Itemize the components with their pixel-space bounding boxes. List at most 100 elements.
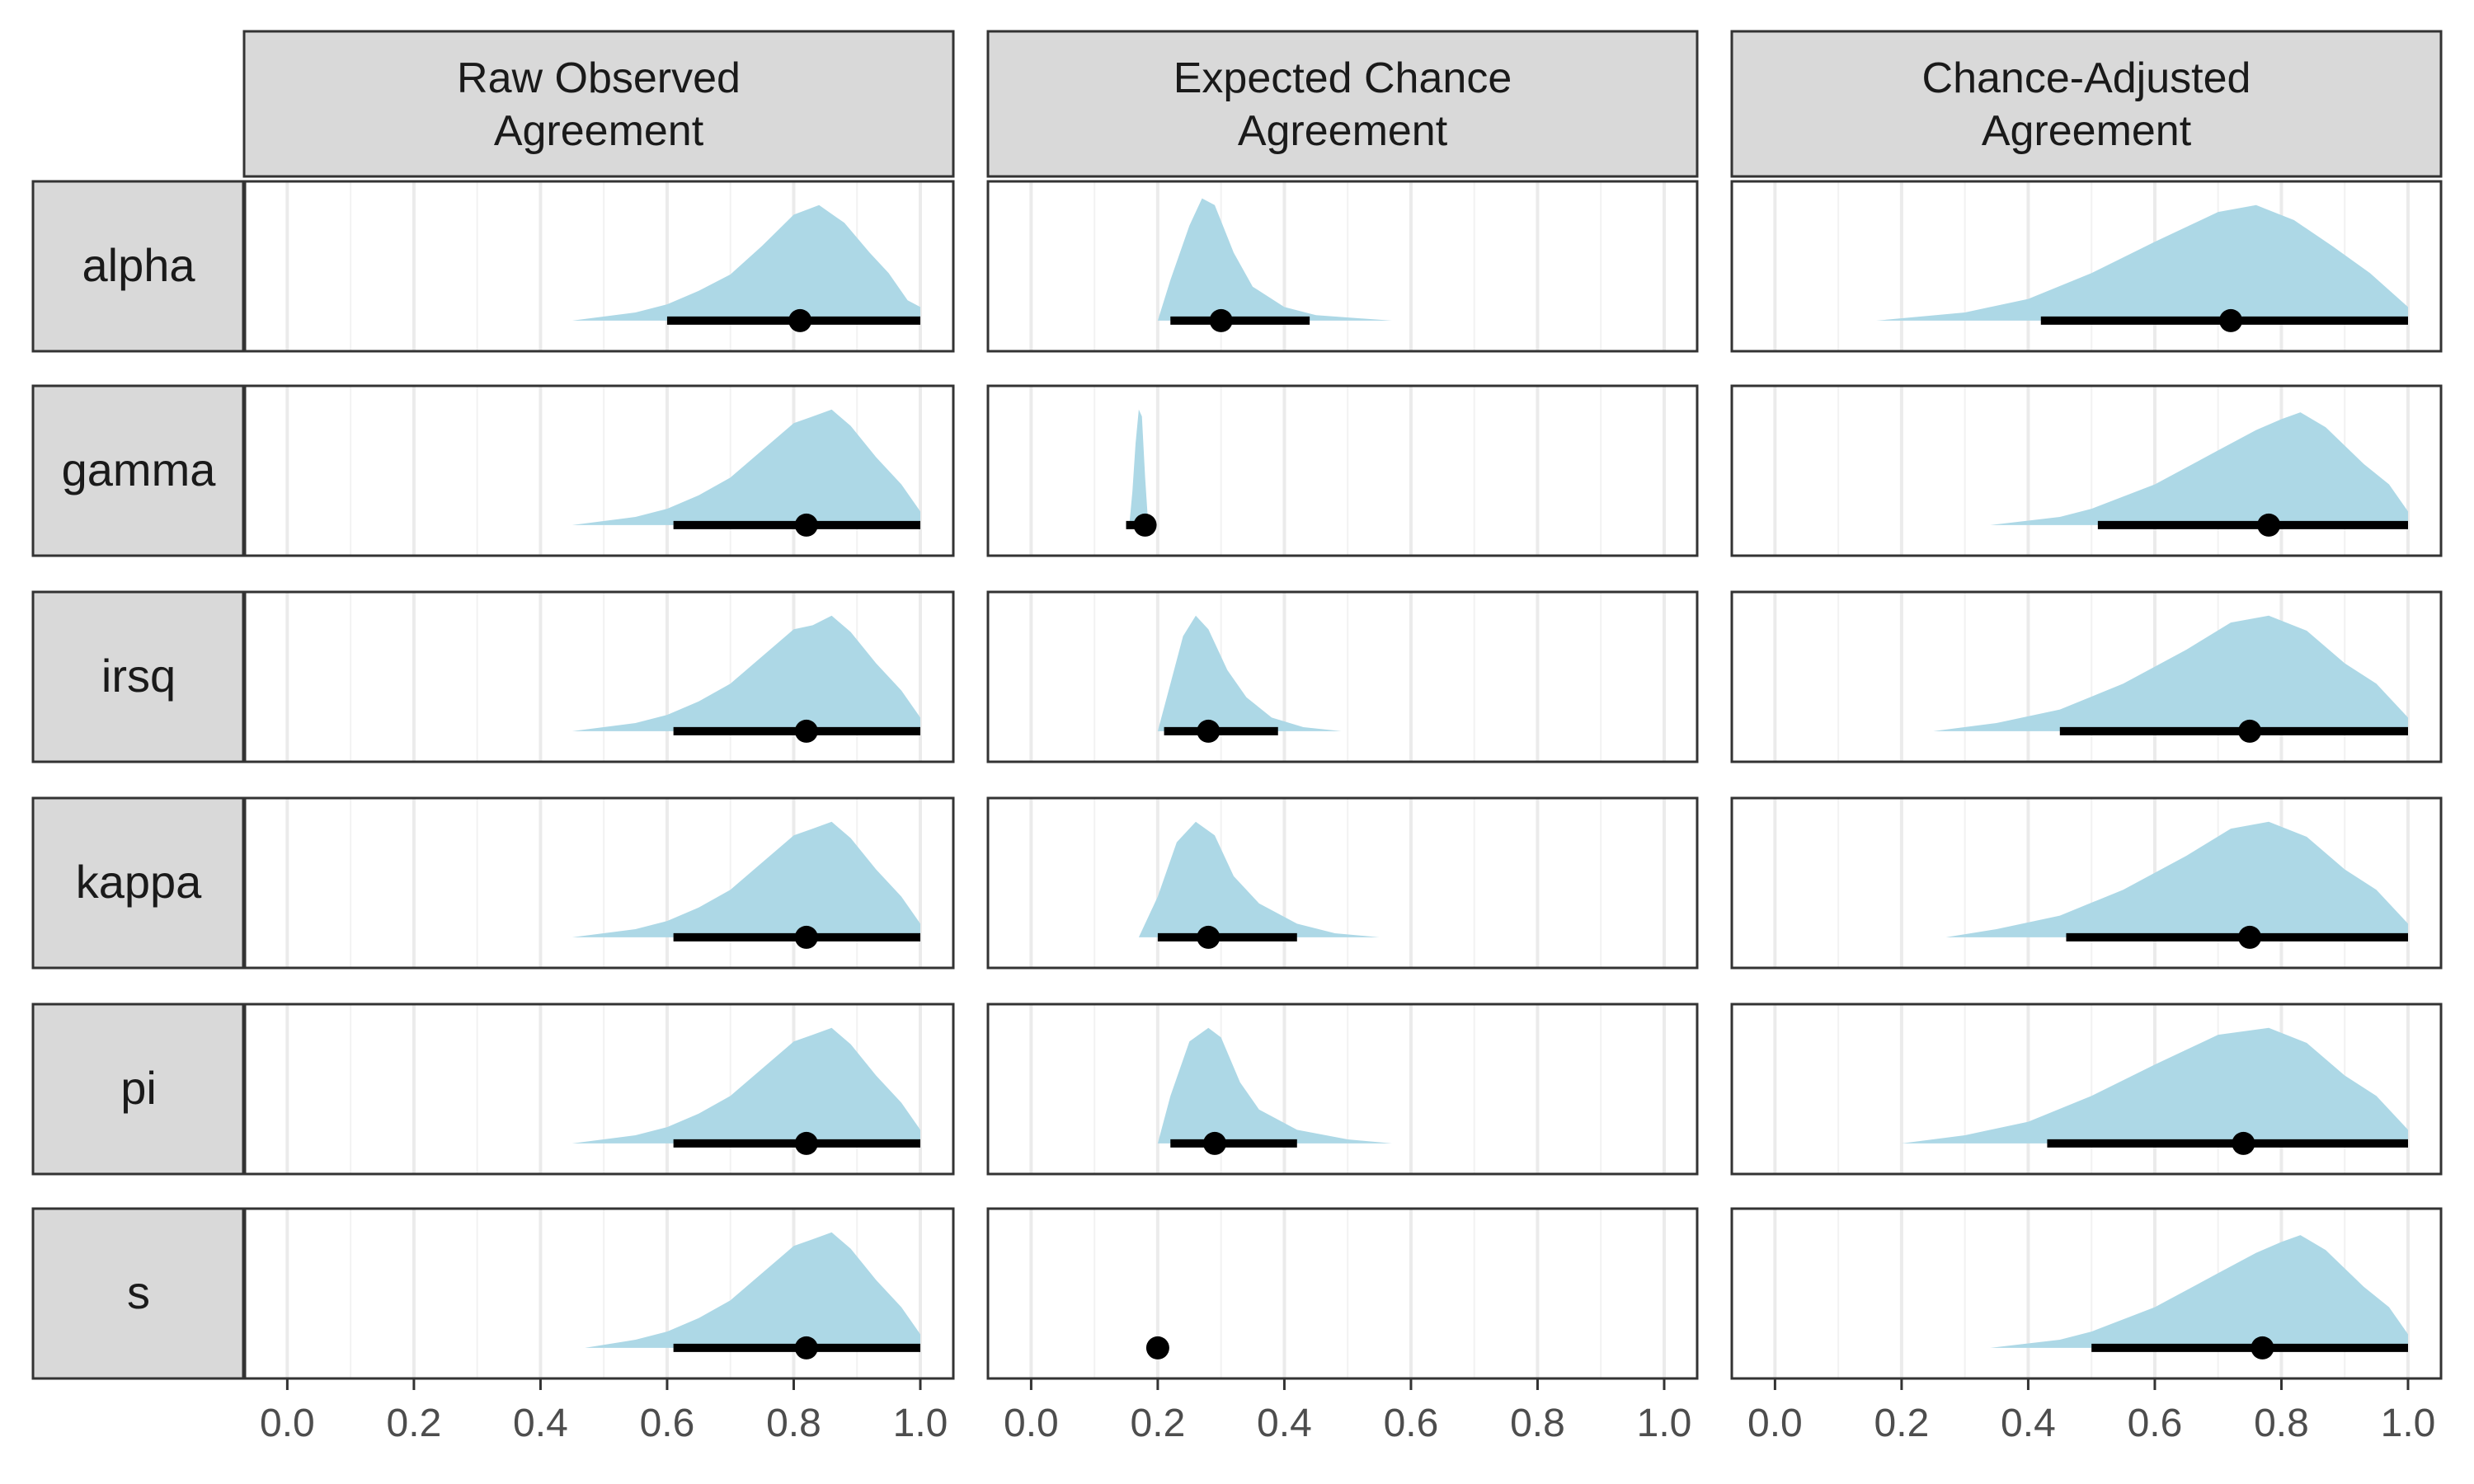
x-tick-label: 0.4: [1257, 1402, 1312, 1445]
panel-background: [988, 1209, 1697, 1378]
panel-kappa-adjusted: [1730, 796, 2443, 970]
panel-border: [986, 1003, 1699, 1176]
point-alpha-adjusted: [2219, 308, 2243, 332]
panel-border: [1730, 1003, 2443, 1176]
panel-background: [988, 1004, 1697, 1174]
panel-alpha-expected: [986, 180, 1699, 353]
x-tick-label: 0.2: [1131, 1402, 1186, 1445]
density-gamma-raw: [571, 409, 920, 525]
x-axis-adjusted: 0.0 0.2 0.4 0.6 0.8 1.0: [1747, 1378, 2435, 1445]
point-gamma-expected: [1133, 513, 1157, 537]
x-axis-expected: 0.0 0.2 0.4 0.6 0.8 1.0: [1004, 1378, 1691, 1445]
column-strips: Raw Observed Agreement Expected Chance Agre…: [242, 30, 2443, 178]
x-tick-label: 0.4: [513, 1402, 568, 1445]
column-strip-label-adjusted: Chance-Adjusted: [1922, 54, 2251, 102]
x-tick-label: 1.0: [1637, 1402, 1692, 1445]
x-tick-label: 0.2: [387, 1402, 442, 1445]
panel-border: [986, 796, 1699, 970]
density-kappa-expected: [1138, 821, 1380, 937]
density-pi-adjusted: [1901, 1027, 2408, 1144]
x-tick-label: 0.2: [1874, 1402, 1930, 1445]
x-axes: 0.0 0.2 0.4 0.6 0.8 1.0 0.0 0.2 0.4 0.6 0.8 1.0 0.0 0…: [260, 1378, 2435, 1445]
panel-alpha-raw: [242, 180, 955, 353]
point-pi-expected: [1202, 1131, 1226, 1155]
panel-pi-expected: [986, 1003, 1699, 1176]
point-kappa-adjusted: [2238, 925, 2262, 949]
panel-s-adjusted: [1730, 1207, 2443, 1380]
point-irsq-adjusted: [2238, 719, 2262, 743]
panel-irsq-expected: [986, 590, 1699, 763]
density-irsq-adjusted: [1933, 615, 2408, 731]
panel-border: [1730, 590, 2443, 763]
x-tick-label: 0.8: [2254, 1402, 2309, 1445]
point-s-adjusted: [2251, 1336, 2274, 1360]
x-tick-label: 0.6: [1384, 1402, 1439, 1445]
point-kappa-expected: [1197, 925, 1221, 949]
column-strip-label-adjusted: Agreement: [1982, 107, 2192, 155]
x-tick-label: 0.8: [1510, 1402, 1565, 1445]
x-tick-label: 0.8: [766, 1402, 821, 1445]
panel-background: [988, 386, 1697, 556]
column-strip-label-raw: Raw Observed: [457, 54, 741, 102]
panel-irsq-adjusted: [1730, 590, 2443, 763]
column-strip-label-raw: Agreement: [494, 107, 704, 155]
point-gamma-adjusted: [2257, 513, 2281, 537]
panel-border: [986, 180, 1699, 353]
panel-background: [988, 592, 1697, 762]
point-gamma-raw: [794, 513, 818, 537]
density-alpha-raw: [571, 204, 920, 321]
point-alpha-expected: [1209, 308, 1233, 332]
panel-gamma-expected: [986, 384, 1699, 557]
row-strip-label-irsq: irsq: [101, 650, 176, 702]
panel-border: [986, 1207, 1699, 1380]
panel-pi-adjusted: [1730, 1003, 2443, 1176]
row-strip-label-pi: pi: [120, 1062, 157, 1114]
panel-border: [1730, 384, 2443, 557]
column-strip-label-expected: Agreement: [1238, 107, 1448, 155]
row-strip-irsq: [31, 590, 246, 763]
density-irsq-raw: [571, 615, 920, 731]
column-strip-label-expected: Expected Chance: [1174, 54, 1512, 102]
x-tick-label: 0.6: [2128, 1402, 2183, 1445]
panel-border: [986, 384, 1699, 557]
density-alpha-adjusted: [1876, 204, 2408, 321]
x-tick-label: 0.0: [260, 1402, 315, 1445]
row-strip-alpha: [31, 180, 246, 353]
density-irsq-expected: [1157, 615, 1342, 731]
panel-pi-raw: [242, 1003, 955, 1176]
panel-alpha-adjusted: [1730, 180, 2443, 353]
row-strip-label-kappa: kappa: [76, 856, 202, 908]
density-s-adjusted: [1990, 1235, 2408, 1348]
x-tick-label: 0.0: [1747, 1402, 1803, 1445]
panel-border: [1730, 180, 2443, 353]
row-strips: alpha gamma irsq kappa pi s: [31, 180, 246, 1380]
density-kappa-raw: [571, 821, 920, 937]
panel-gamma-raw: [242, 384, 955, 557]
point-irsq-raw: [794, 719, 818, 743]
panel-kappa-raw: [242, 796, 955, 970]
point-s-raw: [794, 1336, 818, 1360]
panel-background: [988, 798, 1697, 968]
point-kappa-raw: [794, 925, 818, 949]
column-strip-adjusted: [1730, 30, 2443, 178]
row-strip-label-gamma: gamma: [62, 444, 217, 495]
panel-kappa-expected: [986, 796, 1699, 970]
point-pi-raw: [794, 1131, 818, 1155]
column-strip-raw: [242, 30, 955, 178]
row-strip-label-s: s: [127, 1266, 150, 1318]
x-tick-label: 0.0: [1004, 1402, 1059, 1445]
panel-border: [1730, 796, 2443, 970]
row-strip-gamma: [31, 384, 246, 557]
row-strip-pi: [31, 1003, 246, 1176]
density-gamma-expected: [1129, 409, 1149, 525]
panel-irsq-raw: [242, 590, 955, 763]
row-strip-kappa: [31, 796, 246, 970]
panel-s-expected: [986, 1207, 1699, 1380]
panel-background: [988, 181, 1697, 351]
density-gamma-adjusted: [1990, 412, 2408, 525]
density-s-raw: [585, 1232, 920, 1348]
panel-gamma-adjusted: [1730, 384, 2443, 557]
panels: [242, 180, 2443, 1380]
point-alpha-raw: [788, 308, 812, 332]
